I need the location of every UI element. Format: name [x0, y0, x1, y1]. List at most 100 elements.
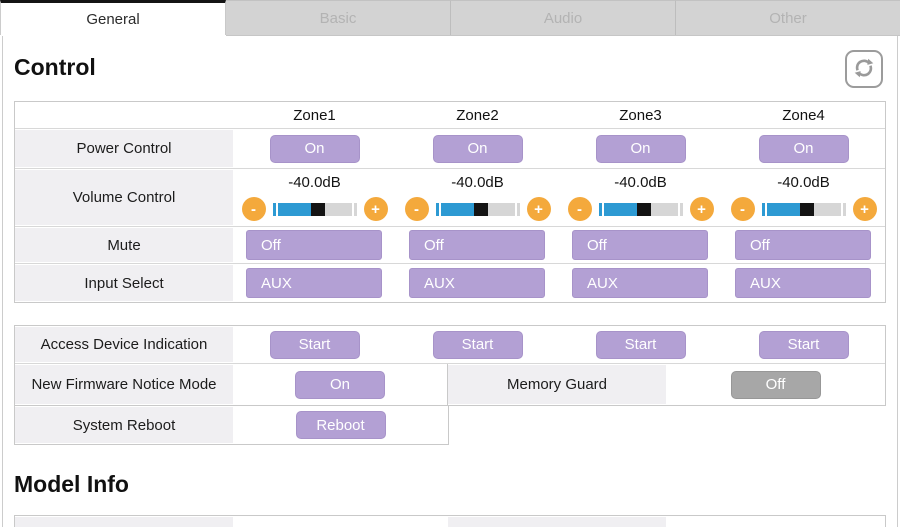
volume-down-button[interactable]: -: [404, 197, 429, 221]
slider-right-cap: [679, 202, 683, 216]
plus-icon: +: [860, 200, 869, 218]
input-select-zone1[interactable]: AUX: [246, 268, 382, 298]
plus-icon: +: [371, 200, 380, 218]
volume-up-button[interactable]: +: [526, 197, 551, 221]
content-area: Control Zone1 Zone: [2, 36, 898, 527]
mute-row: Mute Off Off Off Off: [15, 227, 885, 264]
misc-settings-table: Access Device Indication Start Start Sta…: [14, 325, 886, 406]
power-button-zone1[interactable]: On: [269, 134, 360, 163]
volume-value: -40.0dB: [777, 174, 830, 191]
model-info-label-cell: [15, 516, 233, 527]
volume-up-button[interactable]: +: [852, 197, 877, 221]
mute-select-zone1[interactable]: Off: [246, 230, 382, 260]
access-device-row: Access Device Indication Start Start Sta…: [15, 326, 885, 364]
model-info-value-cell: [233, 516, 448, 527]
mute-select-zone2[interactable]: Off: [409, 230, 545, 260]
slider-right-cap: [842, 202, 846, 216]
zone-header-row: Zone1 Zone2 Zone3 Zone4: [15, 102, 885, 129]
zone-header-spacer: [15, 102, 233, 128]
firmware-memory-guard-row: New Firmware Notice Mode On Memory Guard…: [15, 364, 885, 405]
zone3-header: Zone3: [619, 106, 662, 124]
slider-left-cap: [761, 202, 765, 216]
access-device-label: Access Device Indication: [15, 326, 233, 363]
volume-cell-zone2: -40.0dB - +: [396, 169, 559, 226]
slider-fill: [277, 202, 311, 216]
model-info-table: [14, 515, 886, 527]
zone4-header: Zone4: [782, 106, 825, 124]
slider-right-cap: [516, 202, 520, 216]
tab-basic[interactable]: Basic: [226, 0, 451, 35]
slider-fill: [603, 202, 637, 216]
memory-guard-button[interactable]: Off: [730, 370, 821, 399]
system-reboot-button[interactable]: Reboot: [295, 411, 386, 439]
minus-icon: -: [414, 200, 419, 218]
slider-track[interactable]: [440, 202, 515, 216]
slider-track[interactable]: [603, 202, 678, 216]
slider-track[interactable]: [277, 202, 352, 216]
input-select-zone3[interactable]: AUX: [572, 268, 708, 298]
firmware-notice-button[interactable]: On: [295, 370, 385, 399]
access-start-button-zone4[interactable]: Start: [758, 330, 849, 359]
slider-handle[interactable]: [310, 202, 325, 216]
volume-value: -40.0dB: [451, 174, 504, 191]
slider-left-cap: [435, 202, 439, 216]
slider-fill: [766, 202, 800, 216]
model-info-section-heading: Model Info: [14, 471, 129, 497]
model-info-row: [15, 516, 885, 527]
volume-slider[interactable]: [435, 202, 520, 216]
slider-track[interactable]: [766, 202, 841, 216]
access-start-button-zone1[interactable]: Start: [269, 330, 360, 359]
slider-left-cap: [272, 202, 276, 216]
volume-value: -40.0dB: [614, 174, 667, 191]
system-reboot-label: System Reboot: [15, 406, 233, 444]
volume-down-button[interactable]: -: [241, 197, 266, 221]
plus-icon: +: [697, 200, 706, 218]
model-info-value-cell: [666, 516, 885, 527]
access-start-button-zone2[interactable]: Start: [432, 330, 523, 359]
power-control-label: Power Control: [15, 129, 233, 168]
access-start-button-zone3[interactable]: Start: [595, 330, 686, 359]
tab-bar: General Basic Audio Other: [0, 0, 900, 36]
slider-handle[interactable]: [473, 202, 488, 216]
system-reboot-table: System Reboot Reboot: [14, 406, 449, 445]
volume-down-button[interactable]: -: [567, 197, 592, 221]
input-select-zone2[interactable]: AUX: [409, 268, 545, 298]
zone1-header: Zone1: [293, 106, 336, 124]
zone-control-table: Zone1 Zone2 Zone3 Zone4 Power Control On…: [14, 101, 886, 303]
volume-cell-zone4: -40.0dB - +: [722, 169, 885, 226]
volume-up-button[interactable]: +: [363, 197, 388, 221]
power-button-zone2[interactable]: On: [432, 134, 523, 163]
memory-guard-label: Memory Guard: [448, 364, 666, 405]
refresh-button[interactable]: [845, 50, 883, 88]
tab-other[interactable]: Other: [676, 0, 900, 35]
power-control-row: Power Control On On On On: [15, 129, 885, 169]
mute-select-zone4[interactable]: Off: [735, 230, 871, 260]
volume-slider[interactable]: [761, 202, 846, 216]
plus-icon: +: [534, 200, 543, 218]
volume-slider[interactable]: [272, 202, 357, 216]
volume-control-label: Volume Control: [15, 169, 233, 226]
minus-icon: -: [251, 200, 256, 218]
power-button-zone3[interactable]: On: [595, 134, 686, 163]
mute-label: Mute: [15, 227, 233, 263]
volume-down-button[interactable]: -: [730, 197, 755, 221]
volume-up-button[interactable]: +: [689, 197, 714, 221]
minus-icon: -: [740, 200, 745, 218]
volume-control-row: Volume Control -40.0dB -: [15, 169, 885, 227]
input-select-zone4[interactable]: AUX: [735, 268, 871, 298]
minus-icon: -: [577, 200, 582, 218]
slider-handle[interactable]: [636, 202, 651, 216]
volume-slider[interactable]: [598, 202, 683, 216]
volume-cell-zone1: -40.0dB - +: [233, 169, 396, 226]
volume-cell-zone3: -40.0dB - +: [559, 169, 722, 226]
volume-value: -40.0dB: [288, 174, 341, 191]
power-button-zone4[interactable]: On: [758, 134, 849, 163]
mute-select-zone3[interactable]: Off: [572, 230, 708, 260]
firmware-notice-label: New Firmware Notice Mode: [15, 364, 233, 405]
tab-general[interactable]: General: [0, 0, 226, 35]
input-select-row: Input Select AUX AUX AUX AUX: [15, 264, 885, 302]
tab-audio[interactable]: Audio: [451, 0, 676, 35]
slider-handle[interactable]: [799, 202, 814, 216]
slider-right-cap: [353, 202, 357, 216]
